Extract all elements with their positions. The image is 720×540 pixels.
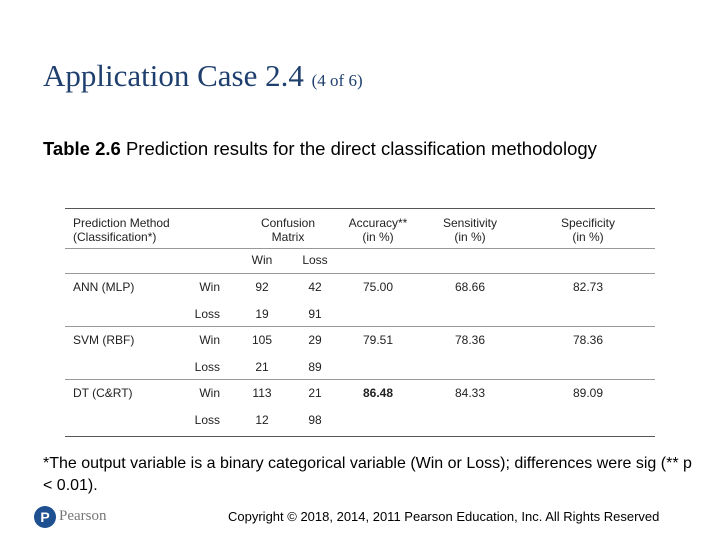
row-label: Win (199, 280, 220, 294)
loss-count: 42 (308, 280, 322, 294)
subtitle: (4 of 6) (311, 71, 363, 90)
caption: Table 2.6 Prediction results for the dir… (43, 136, 623, 161)
column-header: (in %) (362, 230, 394, 244)
win-count: 105 (251, 333, 273, 348)
loss-count: 29 (308, 333, 322, 348)
row-label: Win (199, 386, 220, 401)
specificity: 82.73 (572, 280, 604, 294)
sensitivity: 68.66 (454, 280, 486, 294)
table-rule (65, 208, 655, 209)
accuracy: 75.00 (362, 280, 394, 294)
caption-text: Prediction results for the direct classi… (125, 138, 597, 159)
row-label: Loss (194, 306, 220, 321)
column-header: Specificity (560, 216, 616, 230)
win-count: 21 (255, 359, 269, 374)
win-count: 12 (255, 413, 269, 427)
win-count: 92 (255, 280, 269, 294)
subcolumn-header: Win (251, 253, 273, 267)
column-header: Matrix (271, 230, 305, 244)
title: Application Case 2.4 (43, 58, 304, 93)
column-header: Confusion (260, 216, 316, 230)
sensitivity: 84.33 (454, 386, 486, 401)
row-label: Win (199, 333, 220, 348)
loss-count: 98 (308, 413, 322, 427)
method: ANN (MLP) (73, 280, 135, 294)
specificity: 89.09 (572, 386, 604, 401)
sensitivity: 78.36 (454, 333, 486, 348)
row-label: Loss (194, 359, 220, 374)
title-line: Application Case 2.4 (4 of 6) (43, 58, 363, 94)
column-header: (Classification*) (73, 230, 157, 244)
column-header: Accuracy** (348, 216, 408, 230)
copyright: Copyright © 2018, 2014, 2011 Pearson Edu… (228, 509, 660, 524)
table-rule (65, 248, 655, 249)
loss-count: 89 (308, 359, 322, 374)
table-rule (65, 436, 655, 437)
row-label: Loss (194, 413, 220, 427)
caption-label: Table 2.6 (43, 138, 121, 159)
column-header: (in %) (454, 230, 486, 244)
table-rule (65, 326, 655, 328)
subcolumn-header: Loss (302, 253, 328, 267)
footnote: *The output variable is a binary categor… (43, 455, 692, 494)
win-count: 113 (252, 386, 272, 401)
logo: Pearson (59, 508, 107, 524)
column-header: Sensitivity (442, 216, 498, 230)
loss-count: 91 (308, 306, 322, 321)
method: SVM (RBF) (73, 333, 135, 348)
accuracy: 79.51 (362, 333, 394, 348)
accuracy: 86.48 (362, 386, 394, 401)
method: DT (C&RT) (73, 386, 133, 401)
logo-icon: P (34, 506, 56, 528)
column-header: Prediction Method (73, 216, 170, 230)
win-count: 19 (255, 306, 269, 321)
column-header: (in %) (572, 230, 604, 244)
table-rule (65, 379, 655, 381)
loss-count: 21 (308, 386, 322, 401)
table-rule (65, 273, 655, 274)
specificity: 78.36 (572, 333, 604, 348)
